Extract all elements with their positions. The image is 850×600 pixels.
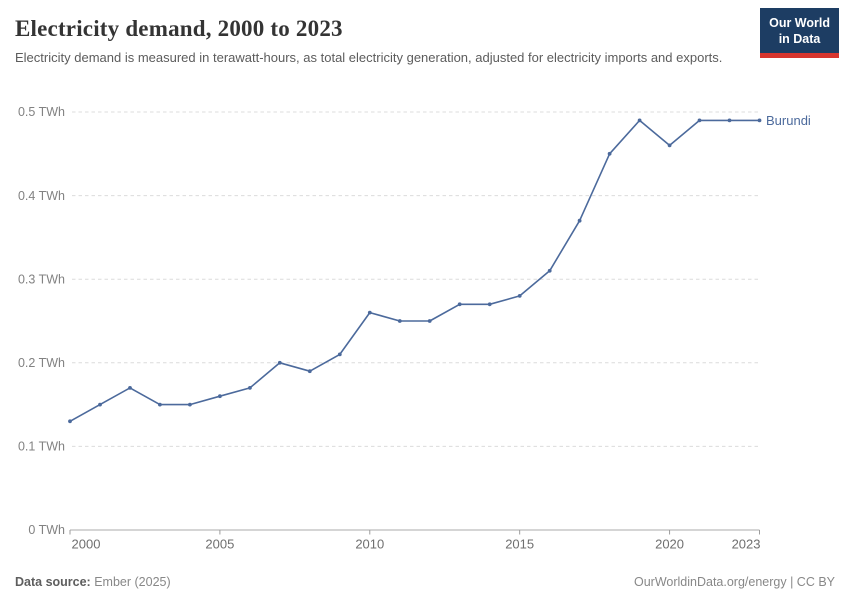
y-axis-label: 0.3 TWh xyxy=(18,272,65,286)
x-axis-label: 2023 xyxy=(732,537,761,552)
data-source-value: Ember (2025) xyxy=(94,575,171,589)
page-subtitle: Electricity demand is measured in terawa… xyxy=(15,50,723,65)
x-axis-label: 2010 xyxy=(355,537,384,552)
data-source: Data source: Ember (2025) xyxy=(15,575,171,589)
y-axis-label: 0.1 TWh xyxy=(18,440,65,454)
data-point[interactable] xyxy=(277,360,282,365)
credit-link[interactable]: OurWorldinData.org/energy | CC BY xyxy=(633,575,835,589)
data-point[interactable] xyxy=(68,419,72,424)
y-axis-label: 0.2 TWh xyxy=(18,356,65,370)
data-source-label: Data source: xyxy=(15,575,91,589)
x-axis-label: 2015 xyxy=(505,537,534,552)
y-axis-label: 0.5 TWh xyxy=(18,105,65,119)
data-point[interactable] xyxy=(98,402,102,407)
x-axis-label: 2005 xyxy=(205,537,234,552)
data-point[interactable] xyxy=(307,369,312,374)
x-axis-label: 2000 xyxy=(72,537,101,552)
data-point[interactable] xyxy=(727,118,732,123)
chart-footer: Data source: Ember (2025) OurWorldinData… xyxy=(15,575,835,589)
data-point[interactable] xyxy=(637,118,642,123)
y-axis-label: 0 TWh xyxy=(28,523,65,537)
data-point[interactable] xyxy=(158,402,162,407)
owid-logo-line1: Our World xyxy=(769,16,830,30)
data-point[interactable] xyxy=(757,118,762,123)
series-label-burundi[interactable]: Burundi xyxy=(766,113,811,128)
data-point[interactable] xyxy=(367,310,372,315)
x-axis-label: 2020 xyxy=(655,537,684,552)
page-title: Electricity demand, 2000 to 2023 xyxy=(15,16,343,41)
data-point[interactable] xyxy=(517,294,522,298)
data-point[interactable] xyxy=(697,118,702,123)
line-chart-canvas[interactable]: 0 TWh 0.1 TWh 0.2 TWh 0.3 TWh 0.4 TWh 0.5 TWh… xyxy=(0,0,850,560)
owid-logo-line2: in Data xyxy=(778,32,821,47)
data-point[interactable] xyxy=(188,402,192,407)
data-point[interactable] xyxy=(577,218,582,223)
chart-header: Electricity demand, 2000 to 2023 Electri… xyxy=(15,8,839,67)
data-point[interactable] xyxy=(547,268,552,273)
data-point[interactable] xyxy=(128,386,132,390)
data-point[interactable] xyxy=(457,302,462,307)
data-point[interactable] xyxy=(248,386,252,390)
data-point[interactable] xyxy=(667,143,672,148)
data-point[interactable] xyxy=(397,319,402,323)
data-point[interactable] xyxy=(337,352,342,357)
data-point[interactable] xyxy=(487,302,492,307)
y-axis-label: 0.4 TWh xyxy=(18,189,65,203)
data-line-burundi[interactable] xyxy=(69,119,761,423)
data-point[interactable] xyxy=(218,394,222,399)
electricity-demand-line-chart[interactable]: 0 TWh 0.1 TWh 0.2 TWh 0.3 TWh 0.4 TWh 0.5 TWh… xyxy=(0,0,850,560)
data-point[interactable] xyxy=(427,319,432,323)
owid-logo[interactable]: Our World in Data xyxy=(760,8,839,58)
data-point[interactable] xyxy=(607,151,612,156)
